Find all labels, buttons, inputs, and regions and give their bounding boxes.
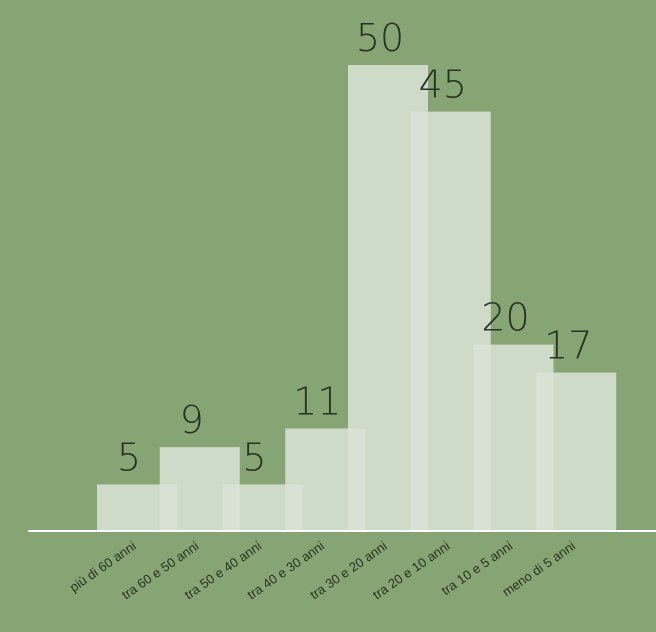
data-label-3: 5	[242, 435, 266, 479]
bar-8	[536, 372, 617, 531]
data-label-1: 5	[117, 435, 141, 479]
data-label-4: 11	[293, 379, 341, 423]
data-label-6: 45	[419, 63, 467, 107]
data-label-2: 9	[180, 398, 204, 442]
data-label-8: 17	[544, 324, 592, 368]
data-label-5: 50	[356, 16, 404, 60]
data-label-7: 20	[481, 296, 529, 340]
